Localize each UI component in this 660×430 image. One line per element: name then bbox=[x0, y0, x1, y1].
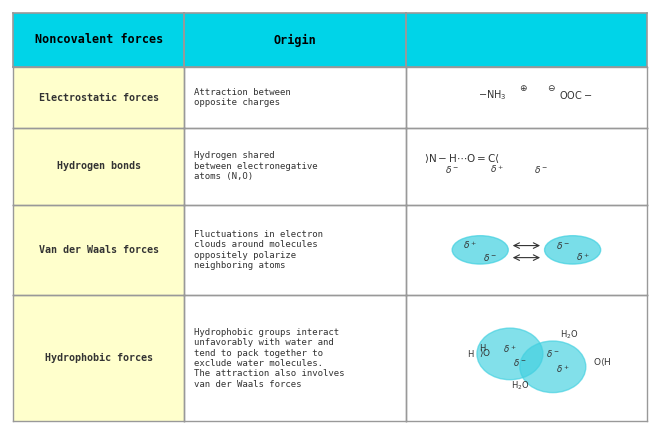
Text: Attraction between
opposite charges: Attraction between opposite charges bbox=[194, 88, 291, 107]
Text: $\mathrm{H}_2\mathrm{O}$: $\mathrm{H}_2\mathrm{O}$ bbox=[511, 380, 529, 393]
Text: Hydrogen bonds: Hydrogen bonds bbox=[57, 161, 141, 172]
Text: $\delta^-$: $\delta^-$ bbox=[445, 164, 459, 175]
Text: $\delta^+$: $\delta^+$ bbox=[503, 343, 517, 355]
Text: Hydrophobic forces: Hydrophobic forces bbox=[45, 353, 152, 363]
Text: $\delta^+$: $\delta^+$ bbox=[556, 363, 570, 375]
FancyBboxPatch shape bbox=[406, 205, 647, 295]
Text: $\delta^+$: $\delta^+$ bbox=[490, 163, 504, 175]
FancyBboxPatch shape bbox=[406, 67, 647, 128]
Text: $-\mathrm{NH}_3$: $-\mathrm{NH}_3$ bbox=[478, 89, 507, 102]
Text: $\ominus$: $\ominus$ bbox=[547, 83, 556, 93]
Text: Noncovalent forces: Noncovalent forces bbox=[34, 34, 163, 46]
FancyBboxPatch shape bbox=[13, 128, 184, 205]
FancyBboxPatch shape bbox=[184, 295, 406, 421]
FancyBboxPatch shape bbox=[13, 295, 184, 421]
Text: $\delta^-$: $\delta^-$ bbox=[483, 252, 497, 263]
FancyBboxPatch shape bbox=[406, 13, 647, 67]
FancyBboxPatch shape bbox=[184, 205, 406, 295]
FancyBboxPatch shape bbox=[13, 13, 184, 67]
FancyBboxPatch shape bbox=[184, 128, 406, 205]
Text: $\rangle\mathrm{N}-\mathrm{H}\cdots\mathrm{O}{=}\mathrm{C}\langle$: $\rangle\mathrm{N}-\mathrm{H}\cdots\math… bbox=[424, 152, 500, 165]
Text: $\delta^-$: $\delta^-$ bbox=[513, 357, 527, 368]
Text: $\delta^-$: $\delta^-$ bbox=[556, 240, 570, 251]
FancyBboxPatch shape bbox=[13, 67, 184, 128]
Text: Fluctuations in electron
clouds around molecules
oppositely polarize
neighboring: Fluctuations in electron clouds around m… bbox=[194, 230, 323, 270]
Text: $\mathrm{H}$: $\mathrm{H}$ bbox=[467, 347, 474, 359]
FancyBboxPatch shape bbox=[406, 295, 647, 421]
Text: $\mathrm{H}$: $\mathrm{H}$ bbox=[479, 341, 486, 353]
Ellipse shape bbox=[544, 236, 601, 264]
Text: Hydrophobic groups interact
unfavorably with water and
tend to pack together to
: Hydrophobic groups interact unfavorably … bbox=[194, 328, 345, 389]
Text: Origin: Origin bbox=[274, 34, 317, 46]
FancyBboxPatch shape bbox=[13, 205, 184, 295]
FancyBboxPatch shape bbox=[184, 67, 406, 128]
Text: $\mathrm{OOC}-$: $\mathrm{OOC}-$ bbox=[559, 89, 593, 101]
Text: Hydrogen shared
between electronegative
atoms (N,O): Hydrogen shared between electronegative … bbox=[194, 151, 318, 181]
Text: Van der Waals forces: Van der Waals forces bbox=[39, 245, 159, 255]
Ellipse shape bbox=[452, 236, 508, 264]
FancyBboxPatch shape bbox=[406, 128, 647, 205]
Text: $\delta^-$: $\delta^-$ bbox=[534, 164, 548, 175]
Text: Electrostatic forces: Electrostatic forces bbox=[39, 92, 159, 102]
Text: $\mathrm{O}\langle\mathrm{H}$: $\mathrm{O}\langle\mathrm{H}$ bbox=[593, 357, 612, 368]
FancyBboxPatch shape bbox=[184, 13, 406, 67]
Ellipse shape bbox=[520, 341, 586, 393]
Text: $\oplus$: $\oplus$ bbox=[519, 83, 527, 93]
Ellipse shape bbox=[477, 328, 543, 380]
Text: $\delta^-$: $\delta^-$ bbox=[546, 348, 560, 359]
Text: $\delta^+$: $\delta^+$ bbox=[576, 252, 589, 264]
Text: $\delta^+$: $\delta^+$ bbox=[463, 240, 477, 252]
Text: $\rangle\mathrm{O}$: $\rangle\mathrm{O}$ bbox=[479, 347, 491, 359]
Text: $\mathrm{H}_2\mathrm{O}$: $\mathrm{H}_2\mathrm{O}$ bbox=[560, 329, 579, 341]
